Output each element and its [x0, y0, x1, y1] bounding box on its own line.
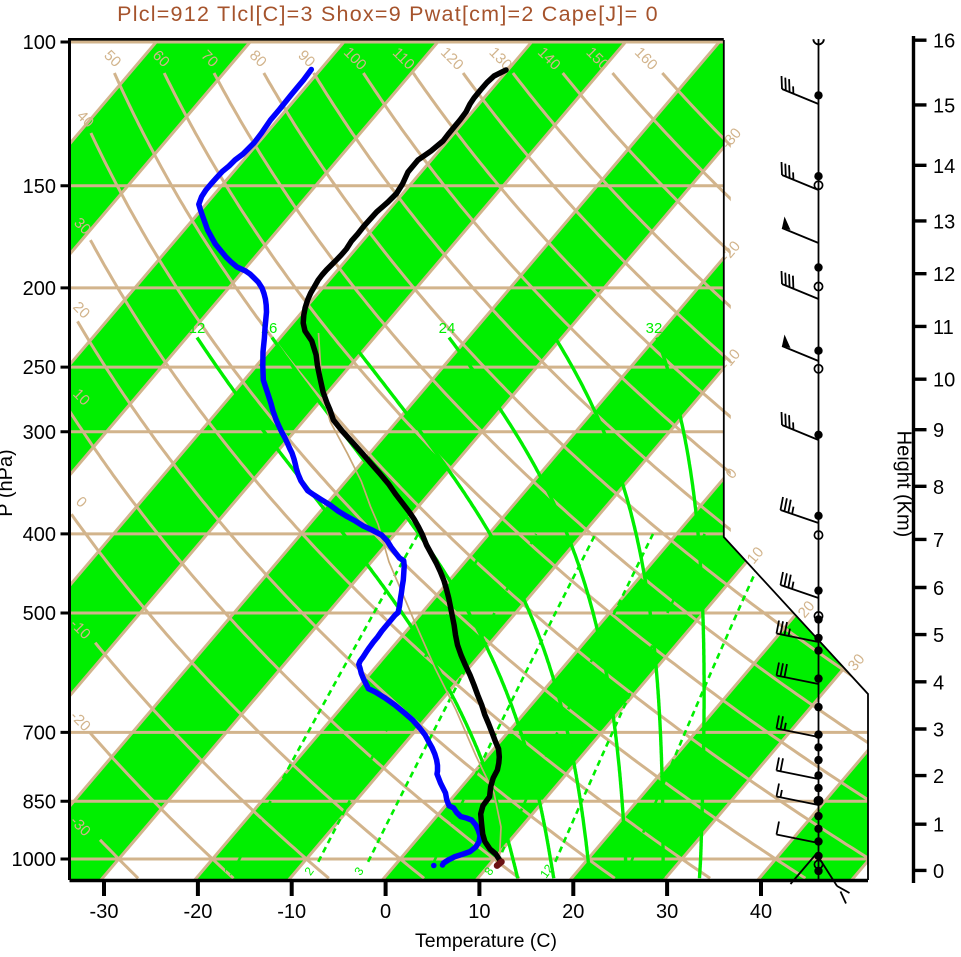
svg-text:250: 250	[23, 357, 56, 379]
svg-text:P (hPa): P (hPa)	[0, 449, 17, 516]
svg-text:10: 10	[468, 901, 490, 923]
svg-text:6: 6	[933, 578, 944, 600]
svg-text:9: 9	[933, 420, 944, 442]
svg-text:700: 700	[23, 722, 56, 744]
svg-text:300: 300	[23, 422, 56, 444]
svg-text:4: 4	[933, 672, 944, 694]
svg-text:12: 12	[189, 320, 206, 337]
svg-text:14: 14	[933, 156, 955, 178]
svg-text:0: 0	[380, 901, 391, 923]
svg-text:Height (Km): Height (Km)	[893, 431, 915, 538]
svg-text:200: 200	[23, 278, 56, 300]
svg-text:30: 30	[656, 901, 678, 923]
svg-text:8: 8	[933, 477, 944, 499]
svg-text:12: 12	[933, 264, 955, 286]
svg-text:3: 3	[933, 720, 944, 742]
svg-text:150: 150	[23, 176, 56, 198]
svg-text:15: 15	[933, 95, 955, 117]
svg-text:850: 850	[23, 791, 56, 813]
svg-text:20: 20	[562, 901, 584, 923]
svg-text:Temperature (C): Temperature (C)	[415, 930, 557, 952]
svg-text:32: 32	[646, 320, 663, 337]
svg-text:10: 10	[933, 370, 955, 392]
svg-text:500: 500	[23, 603, 56, 625]
svg-text:5: 5	[933, 625, 944, 647]
svg-text:-20: -20	[183, 901, 212, 923]
svg-text:16: 16	[933, 31, 955, 53]
svg-text:1000: 1000	[12, 849, 57, 871]
svg-text:1: 1	[933, 815, 944, 837]
svg-text:Plcl=912 Tlcl[C]=3 Shox=9 Pwat: Plcl=912 Tlcl[C]=3 Shox=9 Pwat[cm]=2 Cap…	[117, 2, 659, 26]
svg-text:11: 11	[933, 317, 954, 339]
svg-text:-10: -10	[277, 901, 306, 923]
svg-text:40: 40	[750, 901, 772, 923]
svg-text:0: 0	[933, 861, 944, 883]
svg-text:400: 400	[23, 524, 56, 546]
svg-text:2: 2	[933, 766, 944, 788]
svg-text:-30: -30	[90, 901, 119, 923]
svg-text:7: 7	[933, 530, 944, 552]
svg-text:13: 13	[933, 211, 955, 233]
svg-text:100: 100	[23, 32, 56, 54]
svg-text:24: 24	[439, 320, 456, 337]
